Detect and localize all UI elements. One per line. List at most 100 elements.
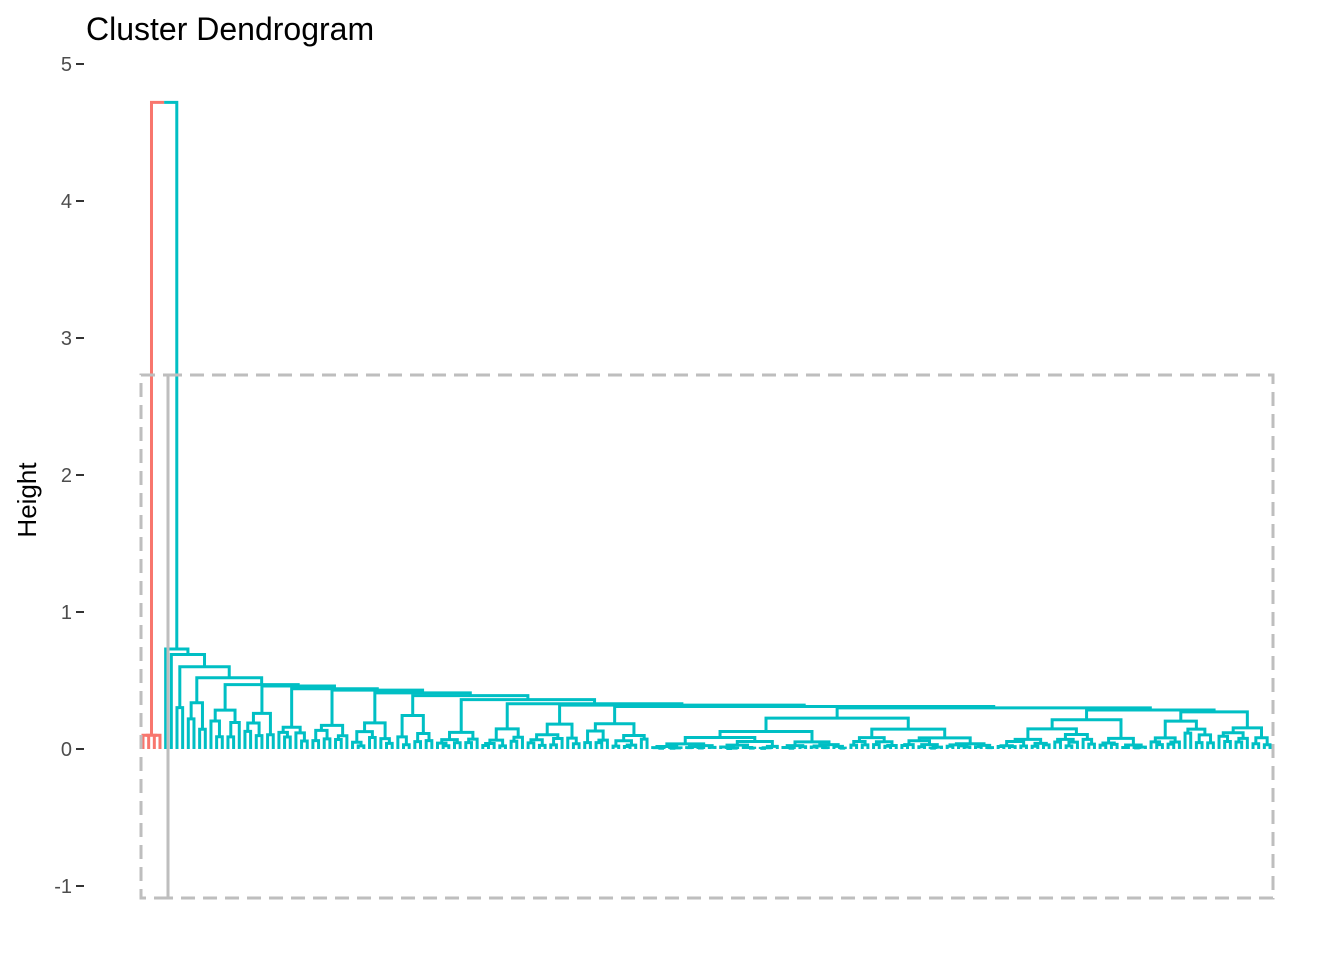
dendrogram-link [311,739,321,749]
dendrogram-link [1087,742,1096,749]
dendrogram-link [747,746,757,750]
dendrogram-link [195,676,264,703]
dendrogram-link [424,739,434,749]
dendrogram-link [294,731,306,749]
dendrogram-link [251,711,272,735]
dendrogram-link [622,734,646,741]
dendrogram-link [368,736,377,749]
dendrogram-link [351,740,363,749]
dendrogram-link [1030,744,1040,749]
dendrogram-link [277,730,289,749]
root-link-right [164,100,179,649]
dendrogram-link [1121,746,1130,750]
dendrogram-link [512,735,524,749]
dendrogram-link [385,741,394,749]
dendrogram-link [356,744,366,749]
dendrogram-link [996,744,1006,749]
dendrogram-link [1081,737,1094,749]
dendrogram-link [883,744,893,749]
dendrogram-link [566,736,578,749]
dendrogram-link [322,737,332,749]
y-tick-label-3: 3 [61,328,72,350]
dendrogram-link [300,739,309,749]
y-axis-label: Height [12,462,42,538]
dendrogram-link [1098,743,1108,749]
dendrogram-link [611,744,621,749]
dendrogram-link [1155,743,1164,749]
dendrogram-link [283,735,292,749]
dendrogram-link [571,742,581,749]
dendrogram-link [254,734,264,749]
dendrogram-tree [141,100,1272,750]
dendrogram-link [164,647,190,749]
dendrogram-link [441,744,451,749]
dendrogram-link [141,733,151,749]
dendrogram-link [974,745,983,749]
dendrogram-link [215,735,224,749]
dendrogram-link [583,741,592,749]
dendrogram-link [1163,719,1198,738]
dendrogram-link [229,720,241,749]
dendrogram-link [266,733,275,749]
dendrogram-link [526,741,536,749]
dendrogram-link [152,733,162,749]
dendrogram-link [1053,740,1062,749]
dendrogram-link [169,652,207,749]
dendrogram-link [735,739,774,747]
dendrogram-link [1186,727,1207,735]
dendrogram-link [1194,741,1204,749]
dendrogram-link [1067,740,1079,749]
dendrogram-link [718,729,814,742]
dendrogram-link [614,739,633,747]
dendrogram-link [1153,736,1177,742]
dendrogram-link [1231,726,1264,738]
y-axis: 5 4 3 2 1 0 -1 [54,54,84,898]
cluster-1-rect [139,373,170,900]
dendrogram-link [724,746,734,750]
dendrogram-link [189,701,204,730]
dendrogram-link [1132,746,1142,750]
y-tick-label-1: 1 [61,602,72,624]
dendrogram-link [685,746,694,750]
dendrogram-link [1221,731,1245,739]
dendrogram-link [1019,744,1028,749]
dendrogram-link [1050,718,1123,739]
dendrogram-link [707,745,717,749]
cluster-rectangles [139,373,1275,900]
dendrogram-link [440,738,459,744]
y-tick-label-4: 4 [61,191,72,213]
dendrogram-link [448,730,475,740]
dendrogram-link [1237,736,1249,749]
dendrogram-link [928,746,938,750]
dendrogram-link [838,746,847,750]
dendrogram-link [668,746,677,750]
dendrogram-link [330,688,425,726]
dendrogram-link [363,721,387,739]
y-tick-label-5: 5 [61,54,72,76]
dendrogram-link [186,717,196,749]
y-tick-label-0: 0 [61,739,72,761]
dendrogram-link [529,738,544,746]
dendrogram-link [209,719,221,749]
dendrogram-link [639,737,649,749]
dendrogram-link [849,743,859,749]
dendrogram-link [809,745,819,749]
dendrogram-link [537,743,547,749]
dendrogram-link [334,737,343,749]
dendrogram-link [549,743,558,749]
dendrogram-link [198,727,207,749]
dendrogram-link [857,736,886,742]
dendrogram-link [696,746,706,750]
dendrogram-link [379,737,391,749]
dendrogram-link [1109,742,1119,749]
cluster-2-rect [166,373,1275,900]
dendrogram-link [1183,731,1193,749]
dendrogram-link [498,744,507,749]
dendrogram-link [336,734,349,749]
dendrogram-link [246,721,261,736]
dendrogram-link [1007,745,1017,749]
dendrogram-link [452,741,462,749]
dendrogram-link [860,743,870,749]
